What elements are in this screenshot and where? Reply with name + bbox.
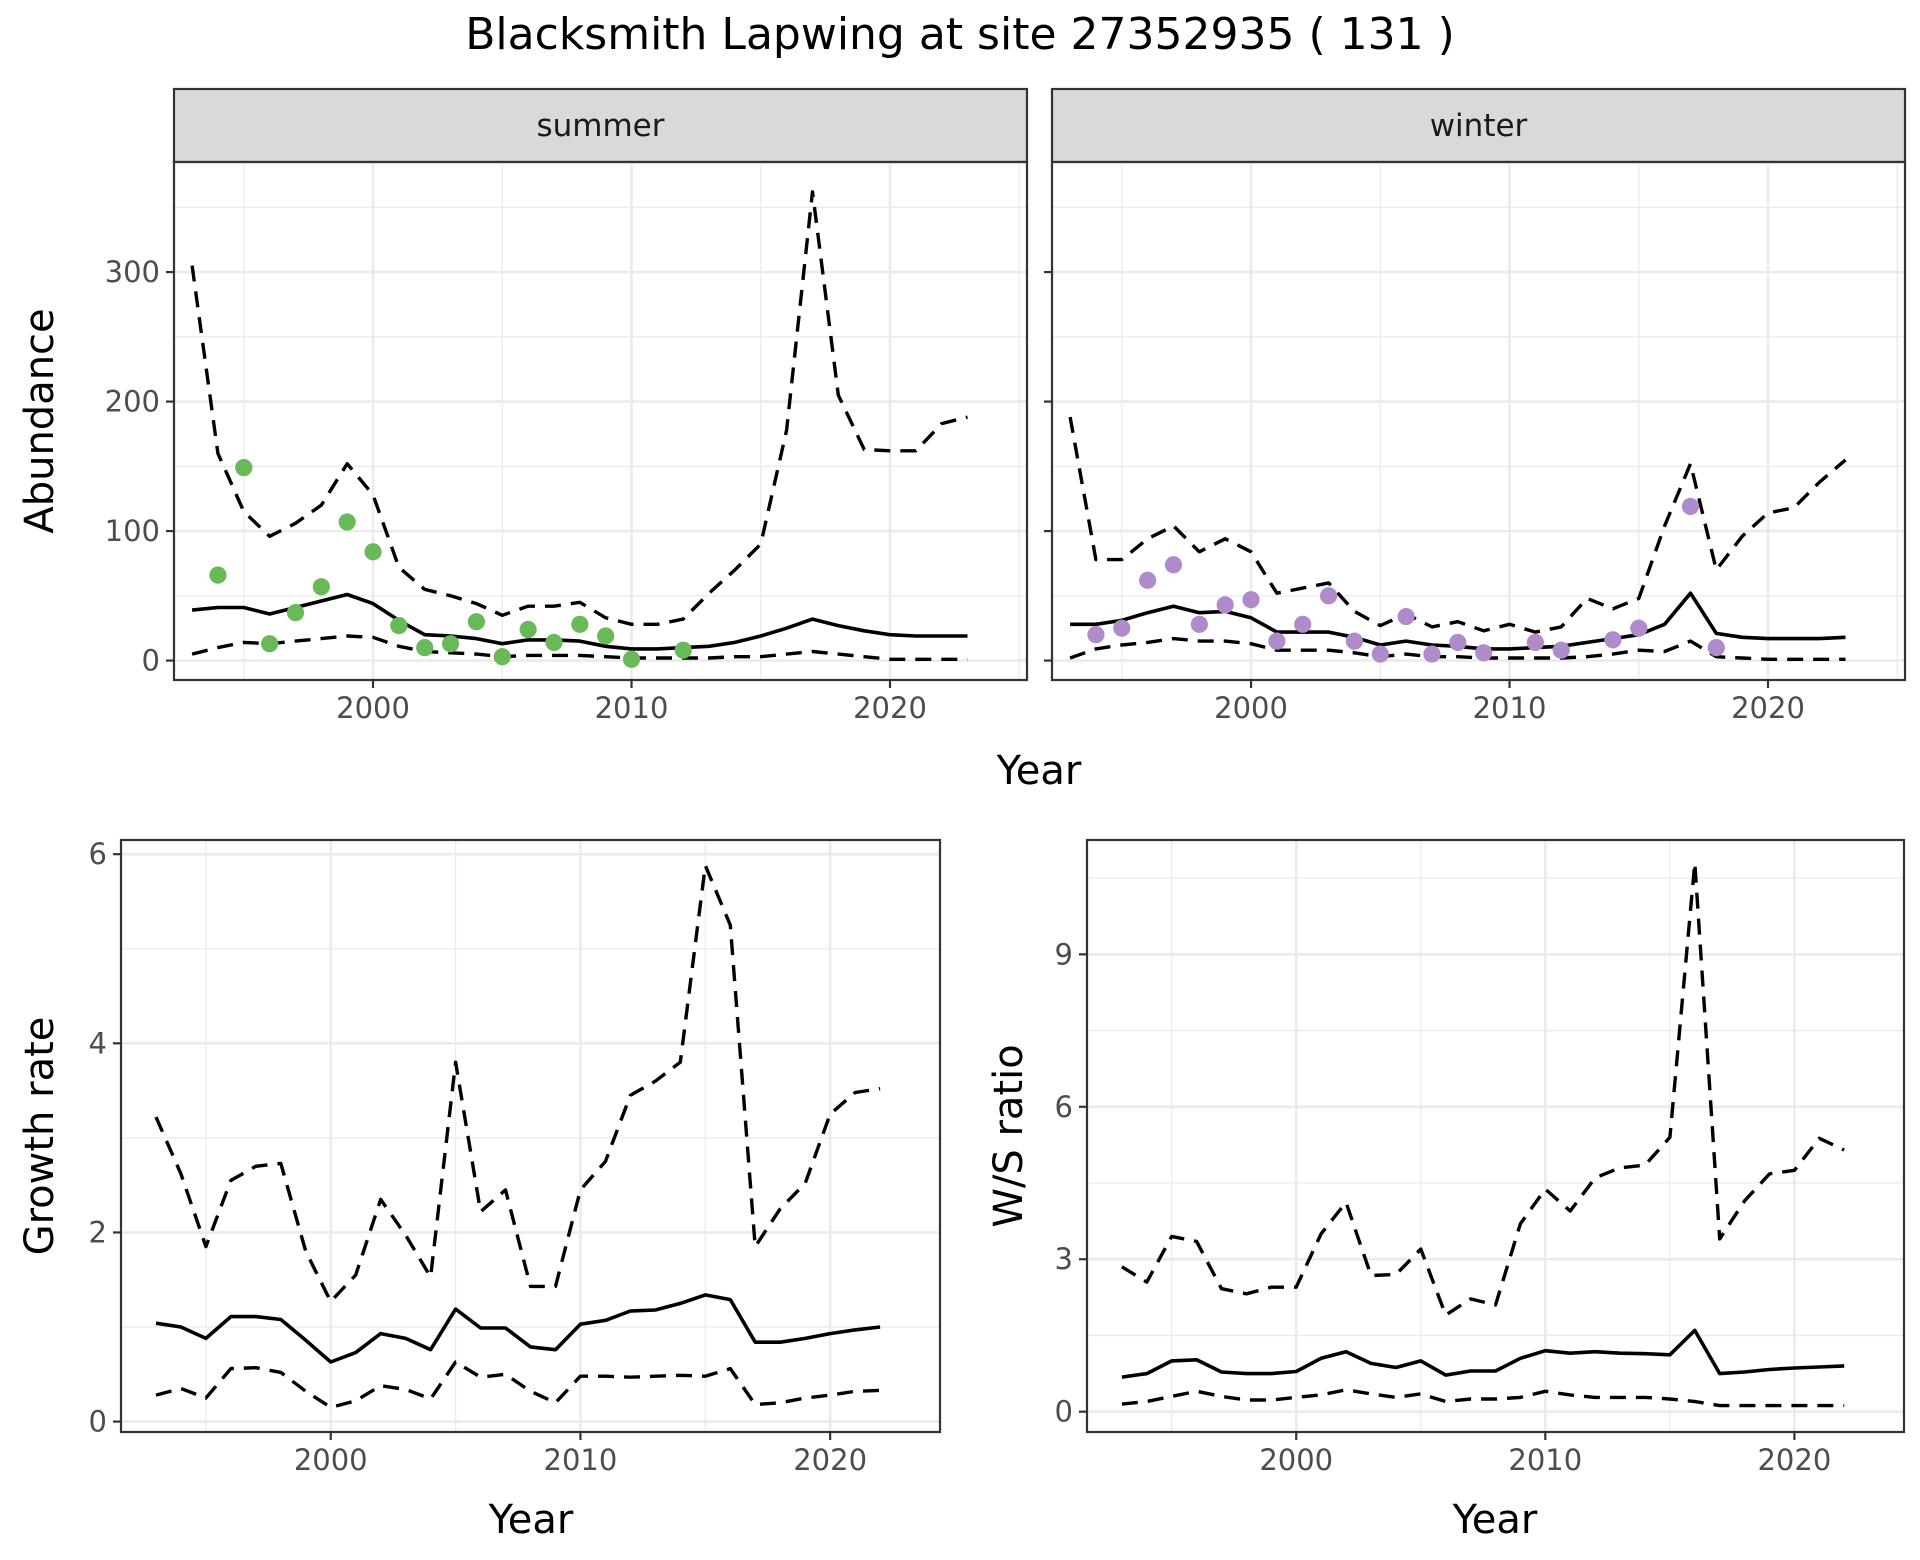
ws-ratio-axis-title: W/S ratio <box>986 1044 1032 1227</box>
x-tick-label: 2000 <box>336 691 410 725</box>
winter-observed-point <box>1190 615 1208 633</box>
winter-observed-point <box>1268 632 1286 650</box>
summer-observed-point <box>209 566 227 584</box>
growth-rate-axis-title: Growth rate <box>17 1017 63 1256</box>
ratio-upper-line <box>1121 861 1845 1317</box>
summer-observed-point <box>545 633 563 652</box>
winter-observed-point <box>1397 607 1415 626</box>
y-tick-label: 200 <box>105 385 160 419</box>
y-tick-label: 6 <box>1055 1090 1073 1124</box>
x-tick-label: 2020 <box>853 691 927 725</box>
winter-observed-point <box>1475 644 1493 662</box>
winter-observed-point <box>1604 631 1622 649</box>
summer-observed-point <box>416 639 434 657</box>
ratio-panel-border <box>1085 838 1906 1434</box>
y-tick-label: 100 <box>105 514 160 548</box>
summer-observed-point <box>338 513 356 531</box>
ws-ratio-panel: 2000 2010 2020 0 3 6 9 <box>1055 838 1906 1477</box>
summer-observed-point <box>571 615 589 633</box>
winter-observed-point <box>1707 639 1725 657</box>
y-tick-label: 0 <box>1055 1395 1073 1429</box>
summer-observed-point <box>622 650 641 668</box>
winter-observed-point <box>1345 632 1364 650</box>
winter-observed-point <box>1216 596 1234 614</box>
winter-observed-point <box>1681 497 1700 516</box>
summer-observed-point <box>261 635 279 653</box>
summer-panel-border <box>172 160 1029 682</box>
y-tick-label: 2 <box>89 1215 107 1249</box>
summer-upper-line <box>190 190 968 626</box>
winter-upper-line <box>1068 416 1847 634</box>
growth-upper-line <box>154 863 881 1304</box>
winter-panel-border <box>1050 160 1907 682</box>
x-tick-label: 2000 <box>294 1443 368 1477</box>
winter-observed-point <box>1552 641 1570 659</box>
summer-mean-line <box>191 592 968 651</box>
winter-observed-point <box>1449 633 1467 652</box>
ratio-lower-line <box>1121 1388 1845 1408</box>
summer-strip <box>172 87 1029 164</box>
x-tick-label: 2020 <box>1731 691 1805 725</box>
winter-strip-label: winter <box>1430 108 1528 144</box>
summer-observed-point <box>235 459 253 477</box>
winter-observed-point <box>1087 626 1105 644</box>
y-tick-label: 300 <box>105 255 160 289</box>
summer-observed-point <box>519 620 537 639</box>
summer-observed-point <box>597 627 615 645</box>
summer-observed-point <box>364 543 382 561</box>
growth-mean-line <box>155 1293 881 1364</box>
summer-observed-point <box>674 641 692 659</box>
top-x-axis-title: Year <box>996 748 1082 794</box>
summer-observed-point <box>390 617 408 635</box>
summer-observed-point <box>441 635 460 653</box>
summer-observed-point <box>312 578 330 596</box>
x-tick-label: 2010 <box>1508 1443 1582 1477</box>
summer-panel: summer 2000 2010 2020 0 100 200 300 <box>105 87 1029 725</box>
winter-observed-point <box>1294 615 1312 633</box>
y-tick-label: 4 <box>89 1026 107 1060</box>
x-tick-label: 2020 <box>1757 1443 1831 1477</box>
x-tick-label: 2010 <box>1473 691 1547 725</box>
winter-panel: winter 2000 2010 2020 <box>1044 87 1907 725</box>
winter-observed-point <box>1423 645 1441 663</box>
winter-observed-point <box>1113 619 1131 637</box>
winter-strip <box>1050 87 1907 164</box>
x-tick-label: 2020 <box>793 1443 867 1477</box>
summer-observed-point <box>493 648 511 666</box>
summer-observed-point <box>286 604 305 622</box>
summer-lower-line <box>191 634 968 661</box>
growth-x-axis-title: Year <box>488 1497 574 1543</box>
growth-rate-panel: 2000 2010 2020 0 2 4 6 <box>89 837 942 1477</box>
x-tick-label: 2010 <box>595 691 669 725</box>
ratio-mean-line <box>1121 1328 1845 1379</box>
x-tick-label: 2000 <box>1259 1443 1333 1477</box>
winter-observed-point <box>1139 571 1157 589</box>
growth-panel-border <box>119 838 942 1434</box>
winter-observed-point <box>1371 645 1389 663</box>
figure-title: Blacksmith Lapwing at site 27352935 ( 13… <box>465 9 1454 60</box>
x-tick-label: 2010 <box>544 1443 618 1477</box>
winter-observed-point <box>1319 587 1338 605</box>
y-tick-label: 0 <box>89 1405 107 1439</box>
summer-strip-label: summer <box>536 108 664 144</box>
winter-observed-point <box>1526 633 1544 652</box>
abundance-axis-title: Abundance <box>17 308 63 533</box>
ratio-x-axis-title: Year <box>1452 1497 1538 1543</box>
winter-observed-point <box>1242 591 1260 609</box>
y-tick-label: 6 <box>89 837 107 871</box>
winter-observed-point <box>1164 556 1183 574</box>
growth-lower-line <box>155 1360 881 1410</box>
x-tick-label: 2000 <box>1214 691 1288 725</box>
winter-observed-point <box>1630 619 1648 637</box>
winter-lower-line <box>1069 636 1846 661</box>
summer-observed-point <box>467 613 486 631</box>
y-tick-label: 3 <box>1055 1242 1073 1276</box>
y-tick-label: 0 <box>142 644 160 678</box>
y-tick-label: 9 <box>1055 937 1073 971</box>
